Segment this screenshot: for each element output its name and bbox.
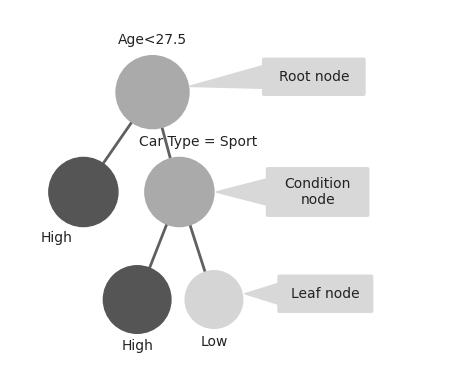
- Text: High: High: [41, 231, 73, 245]
- Circle shape: [185, 271, 243, 328]
- FancyBboxPatch shape: [277, 275, 374, 313]
- Text: Condition
node: Condition node: [284, 177, 351, 207]
- Polygon shape: [189, 65, 264, 88]
- Text: Age<27.5: Age<27.5: [118, 33, 187, 47]
- Text: High: High: [121, 339, 153, 353]
- Circle shape: [116, 56, 189, 129]
- FancyBboxPatch shape: [262, 58, 365, 96]
- Circle shape: [49, 157, 118, 227]
- Text: Low: Low: [201, 335, 228, 349]
- Text: Car Type = Sport: Car Type = Sport: [139, 135, 258, 149]
- Circle shape: [103, 266, 171, 333]
- Circle shape: [145, 157, 214, 227]
- FancyBboxPatch shape: [266, 167, 369, 217]
- Polygon shape: [216, 179, 268, 205]
- Text: Root node: Root node: [279, 70, 349, 84]
- Text: Leaf node: Leaf node: [291, 287, 360, 301]
- Polygon shape: [245, 283, 279, 305]
